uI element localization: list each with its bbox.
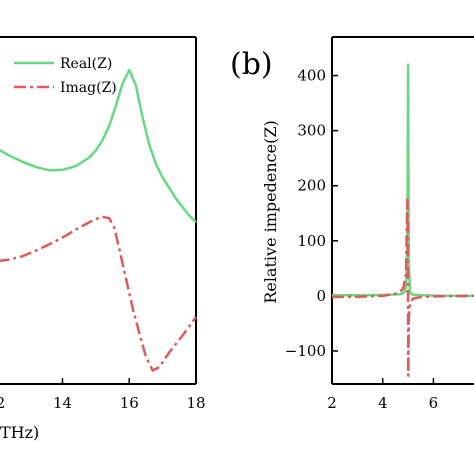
- x-tick-label: 4: [378, 394, 388, 412]
- y-tick-label: 400: [297, 67, 326, 85]
- panel-b-label: (b): [230, 47, 273, 82]
- x-tick-label: 6: [429, 394, 439, 412]
- panel-b: (b) 2 4 6 400 300 200 100 0 −100 Relative impede…: [230, 36, 474, 412]
- panel-a: 12 14 16 18 Real(Z) Imag(Z) THz): [0, 36, 206, 442]
- x-tick-label: 14: [53, 394, 72, 412]
- series-imag-line: [0, 215, 198, 372]
- panel-b-y-axis-label: Relative impedence(Z): [261, 120, 280, 303]
- series-real-line: [0, 68, 197, 224]
- legend-real-label: Real(Z): [60, 56, 112, 72]
- panel-a-x-ticks: 12 14 16 18: [0, 378, 206, 412]
- panel-a-x-axis-label: THz): [0, 423, 39, 442]
- legend: Real(Z) Imag(Z): [14, 56, 117, 96]
- y-tick-label: −100: [285, 342, 326, 360]
- y-tick-label: 300: [297, 122, 326, 140]
- panel-a-series: [0, 68, 198, 372]
- x-tick-label: 16: [120, 394, 139, 412]
- x-tick-label: 12: [0, 394, 5, 412]
- y-tick-label: 100: [297, 232, 326, 250]
- panel-b-ticks: 2 4 6 400 300 200 100 0 −100: [285, 67, 438, 412]
- series-imag-line: [331, 198, 474, 377]
- x-tick-label: 2: [327, 394, 337, 412]
- legend-imag-label: Imag(Z): [60, 80, 117, 96]
- y-tick-label: 0: [316, 287, 326, 305]
- series-real-line: [332, 63, 474, 298]
- y-tick-label: 200: [297, 177, 326, 195]
- x-tick-label: 18: [186, 394, 205, 412]
- panel-b-series: [331, 63, 474, 377]
